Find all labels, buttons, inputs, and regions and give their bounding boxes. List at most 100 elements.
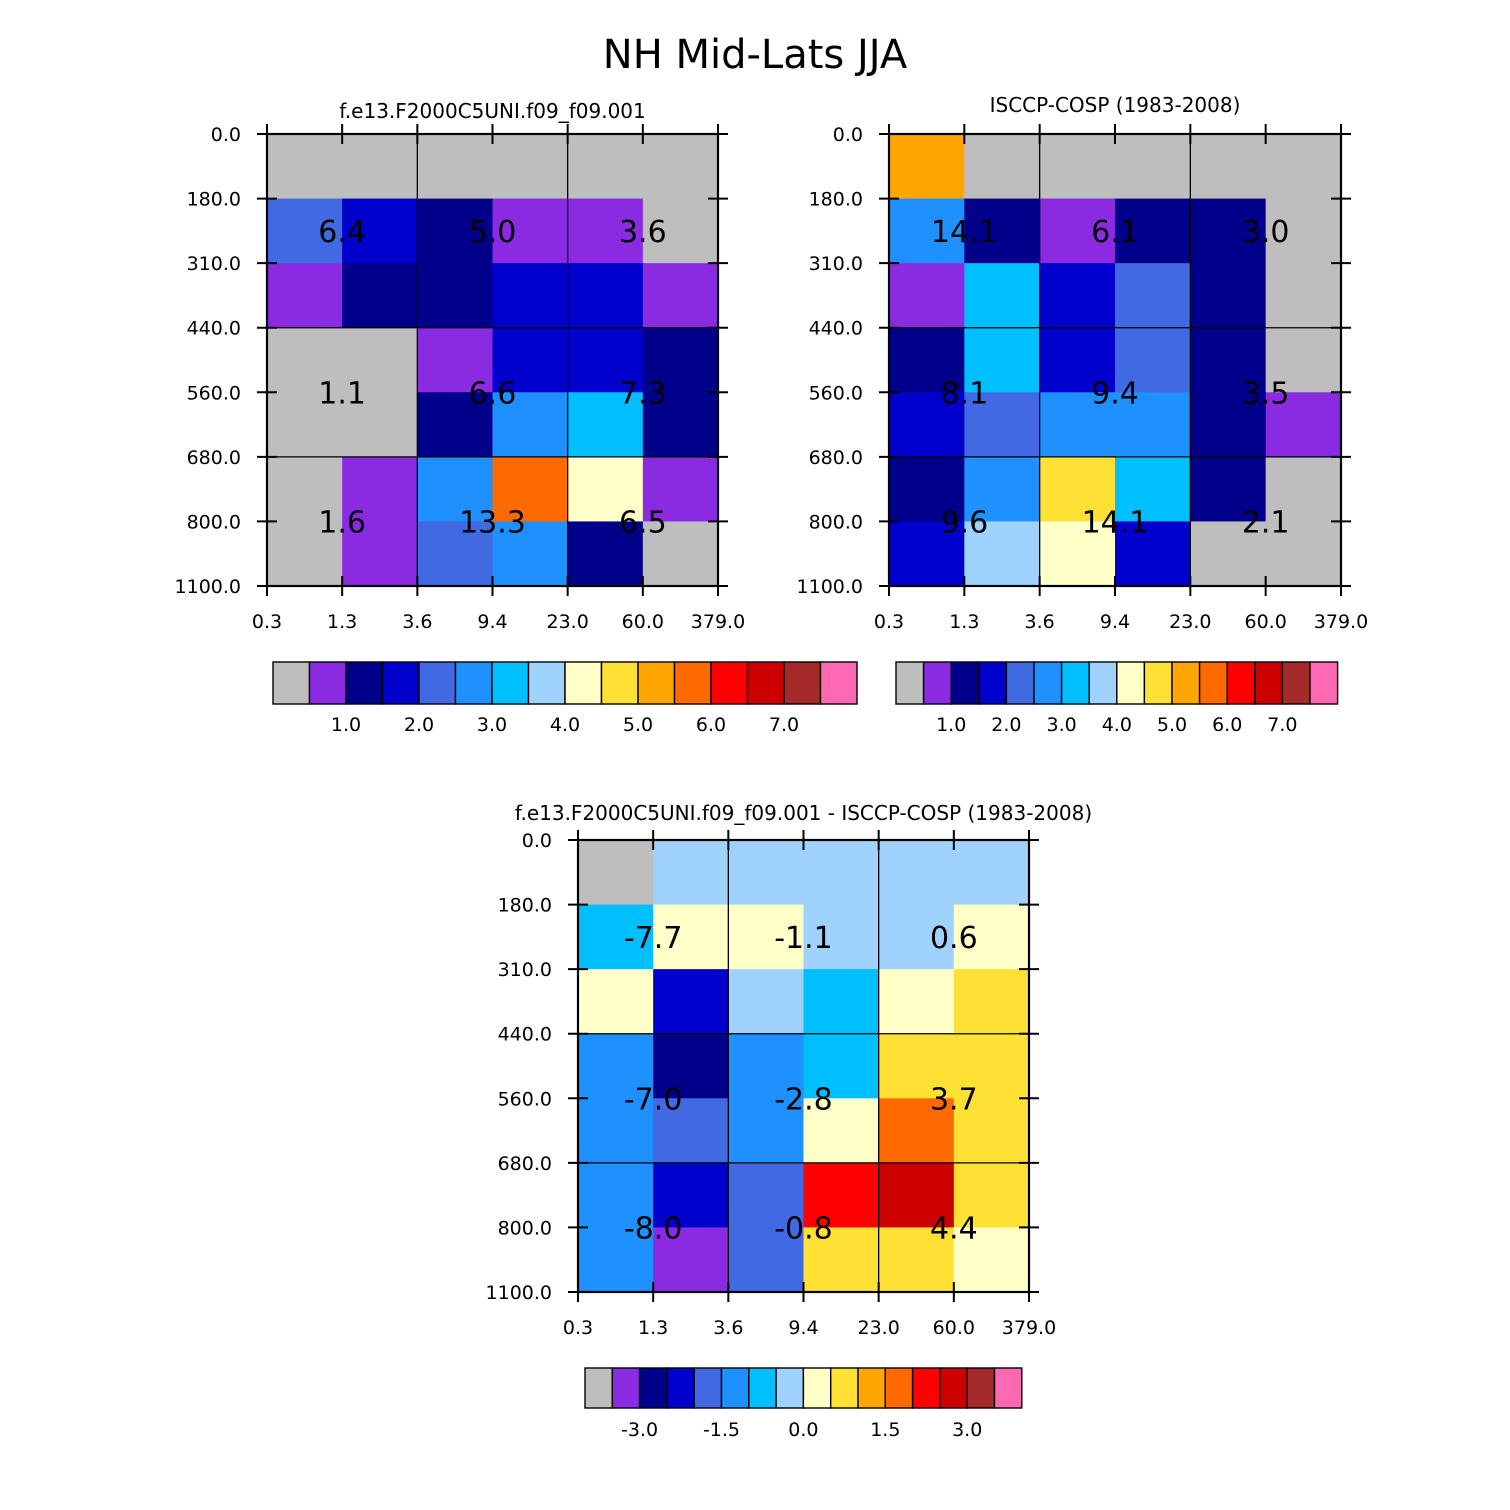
colorbar-swatch — [308, 661, 347, 705]
heatmap-cell — [642, 521, 719, 587]
colorbar-swatch — [993, 1367, 1023, 1409]
group-value-label: -7.7 — [624, 921, 683, 956]
colorbar-label: 5.0 — [1157, 714, 1187, 736]
heatmap-cell — [267, 263, 343, 329]
colorbar-swatch — [1088, 661, 1118, 705]
y-tick-label: 680.0 — [809, 447, 863, 469]
heatmap-cell — [953, 1033, 1030, 1099]
y-tick-label: 180.0 — [187, 189, 241, 211]
heatmap-cell — [803, 1162, 880, 1229]
x-tick-label: 23.0 — [1169, 611, 1211, 633]
colorbar-swatch — [1226, 661, 1256, 705]
heatmap-cell — [578, 969, 654, 1035]
y-tick-label: 1100.0 — [486, 1282, 552, 1304]
colorbar-swatch — [830, 1367, 859, 1409]
heatmap-cell — [1115, 521, 1191, 587]
y-tick-label: 1100.0 — [797, 576, 863, 598]
heatmap-cell — [567, 263, 644, 329]
x-tick-label: 3.6 — [1025, 611, 1055, 633]
heatmap-cell — [964, 134, 1041, 200]
heatmap-cell — [417, 134, 494, 200]
heatmap-cell — [1039, 392, 1116, 458]
colorbar-label: 4.0 — [550, 714, 580, 736]
heatmap-cell — [953, 840, 1030, 906]
heatmap-cell — [1039, 263, 1116, 329]
heatmap-cell — [1265, 327, 1342, 393]
heatmap-cell — [642, 134, 719, 200]
y-tick-label: 1100.0 — [175, 576, 241, 598]
heatmap-cell — [342, 198, 418, 264]
x-tick-label: 3.6 — [402, 611, 432, 633]
heatmap-cell — [1039, 198, 1116, 264]
colorbar-swatch — [611, 1367, 641, 1409]
heatmap-cell — [803, 1227, 880, 1293]
heatmap-panel-1: f.e13.F2000C5UNI.f09_f09.001 6.4 5.0 3.6 1.1… — [175, 99, 858, 736]
group-value-label: 6.5 — [619, 505, 667, 540]
heatmap-cell — [642, 392, 719, 458]
colorbar-swatch — [884, 1367, 914, 1409]
colorbar-label: -1.5 — [703, 1419, 740, 1441]
heatmap-cell — [1039, 521, 1116, 587]
heatmap-cell — [1115, 392, 1191, 458]
group-value-label: 13.3 — [459, 505, 526, 540]
heatmap-cell — [878, 969, 955, 1035]
colorbar-swatch — [637, 661, 676, 705]
colorbar-swatch — [1309, 661, 1339, 705]
heatmap-cell — [953, 904, 1030, 970]
heatmap-cell — [953, 1098, 1030, 1164]
heatmap-cell — [1039, 134, 1116, 200]
heatmap-cell — [728, 1033, 805, 1099]
colorbar-swatch — [1005, 661, 1035, 705]
group-value-label: 8.1 — [940, 376, 988, 411]
heatmap-cell — [267, 134, 343, 200]
colorbar-label: 7.0 — [769, 714, 799, 736]
group-value-label: 2.1 — [1242, 505, 1290, 540]
heatmap-cell — [492, 198, 569, 264]
figure-title: NH Mid-Lats JJA — [603, 32, 908, 78]
heatmap-cell — [417, 392, 494, 458]
heatmap-cell — [964, 263, 1041, 329]
colorbar-label: 4.0 — [1102, 714, 1132, 736]
heatmap-cell — [1265, 134, 1342, 200]
x-tick-label: 9.4 — [1100, 611, 1130, 633]
colorbar-swatch — [1281, 661, 1311, 705]
colorbar-swatch — [693, 1367, 723, 1409]
heatmap-cell — [1265, 198, 1342, 264]
group-value-label: 3.6 — [619, 215, 667, 250]
colorbar-swatch — [527, 661, 566, 705]
heatmap-cell — [492, 392, 569, 458]
colorbar-swatch — [978, 661, 1008, 705]
y-tick-label: 800.0 — [187, 511, 241, 533]
heatmap-cell — [1265, 392, 1342, 458]
colorbar-swatch — [819, 661, 858, 705]
colorbar-swatch — [1143, 661, 1173, 705]
group-value-label: 3.7 — [930, 1082, 978, 1117]
colorbar-label: -3.0 — [621, 1419, 658, 1441]
group-value-label: 1.1 — [318, 376, 366, 411]
colorbar-swatch — [666, 1367, 695, 1409]
colorbar-swatch — [272, 661, 311, 705]
heatmap-cell — [728, 840, 805, 906]
heatmap-cell — [1190, 198, 1267, 264]
x-tick-label: 1.3 — [327, 611, 357, 633]
colorbar-label: 5.0 — [623, 714, 653, 736]
colorbar-label: 3.0 — [1046, 714, 1076, 736]
x-tick-label: 0.3 — [563, 1317, 593, 1339]
heatmap-cell — [878, 1227, 955, 1293]
group-value-label: 5.0 — [469, 215, 517, 250]
heatmap-cell — [417, 521, 494, 587]
heatmap-cell — [642, 263, 719, 329]
colorbar-label: 2.0 — [991, 714, 1021, 736]
heatmap-cell — [964, 327, 1041, 393]
heatmap-cell — [803, 969, 880, 1035]
heatmap-cell — [964, 198, 1041, 264]
x-tick-label: 379.0 — [1002, 1317, 1056, 1339]
x-tick-label: 60.0 — [622, 611, 664, 633]
colorbar-swatch — [950, 661, 980, 705]
y-tick-label: 560.0 — [187, 382, 241, 404]
colorbar-label: 1.5 — [870, 1419, 900, 1441]
group-value-label: 1.6 — [318, 505, 366, 540]
group-value-label: 6.1 — [1091, 215, 1139, 250]
heatmap-cell — [567, 456, 644, 523]
